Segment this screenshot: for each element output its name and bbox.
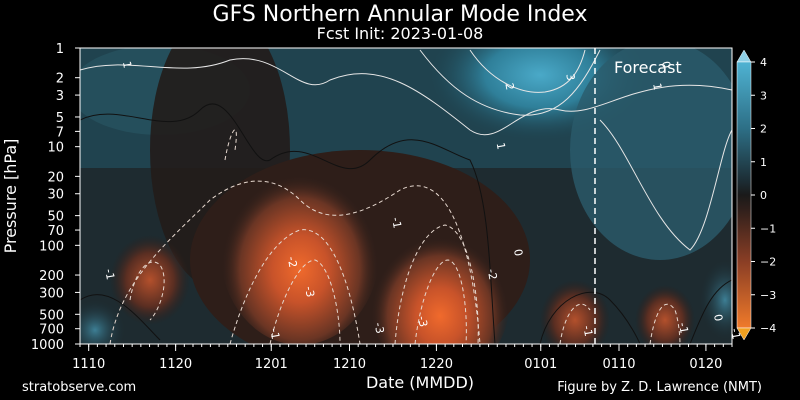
contour-label: 1 xyxy=(494,141,508,150)
contour-label: 1 xyxy=(120,60,134,69)
contour-label: 0 xyxy=(659,60,673,69)
colorbar-tick-label: −1 xyxy=(760,222,776,235)
y-tick-label: 3 xyxy=(56,89,64,104)
negative-anomaly-west xyxy=(110,235,190,325)
contour-label: 3 xyxy=(563,73,577,82)
positive-anomaly-right xyxy=(570,48,732,260)
x-tick-label: 1210 xyxy=(333,357,366,372)
contour-negative-2 xyxy=(229,229,361,344)
positive-anomaly-surface-right xyxy=(700,260,732,340)
y-tick-label: 100 xyxy=(39,239,64,254)
contour-negative-6 xyxy=(129,261,165,321)
contour-zero-4 xyxy=(539,291,641,344)
chart-subtitle: Fcst Init: 2023-01-08 xyxy=(316,24,484,43)
contour-positive-1 xyxy=(80,58,732,136)
chart-title: GFS Northern Annular Mode Index xyxy=(212,2,588,27)
contour-positive-3 xyxy=(469,49,586,93)
contour-negative-4 xyxy=(394,224,479,344)
y-tick-label: 1 xyxy=(56,42,64,57)
contour-label: 0 xyxy=(711,313,725,322)
colorbar-body xyxy=(736,61,752,329)
contour-negative-9 xyxy=(649,303,681,344)
contour-negative-1 xyxy=(109,180,481,344)
y-tick-label: 700 xyxy=(39,323,64,338)
x-tick-label: 0120 xyxy=(689,357,722,372)
contour-positive-2 xyxy=(419,49,601,116)
x-axis-label: Date (MMDD) xyxy=(366,373,474,392)
negative-anomaly-mid xyxy=(220,155,380,344)
contour-positive-4 xyxy=(599,119,732,251)
forecast-label: Forecast xyxy=(614,58,682,77)
contour-zero-1 xyxy=(80,103,496,344)
x-tick-label: 0110 xyxy=(602,357,635,372)
contour-negative-3 xyxy=(269,259,341,344)
contour-label: 1 xyxy=(650,82,664,91)
colorbar-tick-label: −3 xyxy=(760,289,776,302)
plot-frame xyxy=(79,47,733,345)
y-tick-label: 70 xyxy=(47,224,64,239)
contour-label: -3 xyxy=(302,285,317,298)
colorbar-tick-label: 1 xyxy=(760,156,767,169)
y-tick-label: 20 xyxy=(47,170,64,185)
y-tick-label: 50 xyxy=(47,210,64,225)
y-tick-label: 2 xyxy=(56,72,64,87)
colorbar-tick-label: 3 xyxy=(760,89,767,102)
credit-left: stratobserve.com xyxy=(22,380,137,395)
contour-negative-5 xyxy=(414,259,467,344)
colorbar-tick-label: −4 xyxy=(760,322,776,335)
negative-anomaly-core xyxy=(370,220,510,344)
colorbar-extend-top xyxy=(736,49,752,63)
y-axis-label: Pressure [hPa] xyxy=(1,139,20,254)
x-axis-ticks: 1110 1120 1201 1210 1220 0101 0110 0120 xyxy=(72,344,733,372)
y-tick-label: 7 xyxy=(56,125,64,140)
contour-label: -3 xyxy=(372,322,387,335)
colorbar-tick-label: 0 xyxy=(760,189,767,202)
colorbar: 4 3 2 1 0 −1 −2 −3 −4 xyxy=(736,49,776,341)
credit-right: Figure by Z. D. Lawrence (NMT) xyxy=(557,380,762,395)
y-tick-label: 1000 xyxy=(31,338,64,353)
contour-label: -2 xyxy=(285,256,300,269)
y-tick-label: 5 xyxy=(56,111,64,126)
colorbar-extend-bottom xyxy=(736,327,752,341)
colorbar-tick-label: 2 xyxy=(760,123,767,136)
y-tick-label: 500 xyxy=(39,308,64,323)
contour-negative-8 xyxy=(559,303,591,344)
plot-area xyxy=(80,48,732,344)
positive-anomaly-surface xyxy=(80,300,125,344)
x-tick-label: 1110 xyxy=(72,357,105,372)
y-tick-label: 300 xyxy=(39,286,64,301)
contour-label: -1 xyxy=(389,216,404,229)
contour-zero-2 xyxy=(80,294,161,341)
y-tick-label: 10 xyxy=(47,141,64,156)
y-tick-label: 30 xyxy=(47,188,64,203)
contour-zero-3 xyxy=(689,279,732,344)
contour-label: -3 xyxy=(415,315,430,328)
x-tick-label: 0101 xyxy=(524,357,557,372)
x-tick-label: 1201 xyxy=(255,357,288,372)
contour-label: -2 xyxy=(485,268,500,281)
y-tick-label: 200 xyxy=(39,269,64,284)
colorbar-tick-label: −2 xyxy=(760,256,776,269)
contour-label: -1 xyxy=(676,322,691,335)
negative-anomaly-jan xyxy=(540,280,610,344)
contour-label: 0 xyxy=(511,248,525,257)
negative-anomaly-late-jan xyxy=(635,285,695,344)
x-tick-label: 1120 xyxy=(159,357,192,372)
x-tick-label: 1220 xyxy=(420,357,453,372)
contour-negative-7 xyxy=(224,129,237,161)
colorbar-ticks: 4 3 2 1 0 −1 −2 −3 −4 xyxy=(751,56,776,335)
contour-label: -1 xyxy=(267,327,282,340)
colorbar-tick-label: 4 xyxy=(760,56,767,69)
contour-label: -1 xyxy=(580,325,595,338)
contour-label: 2 xyxy=(502,82,516,91)
contour-label: -1 xyxy=(102,268,117,281)
